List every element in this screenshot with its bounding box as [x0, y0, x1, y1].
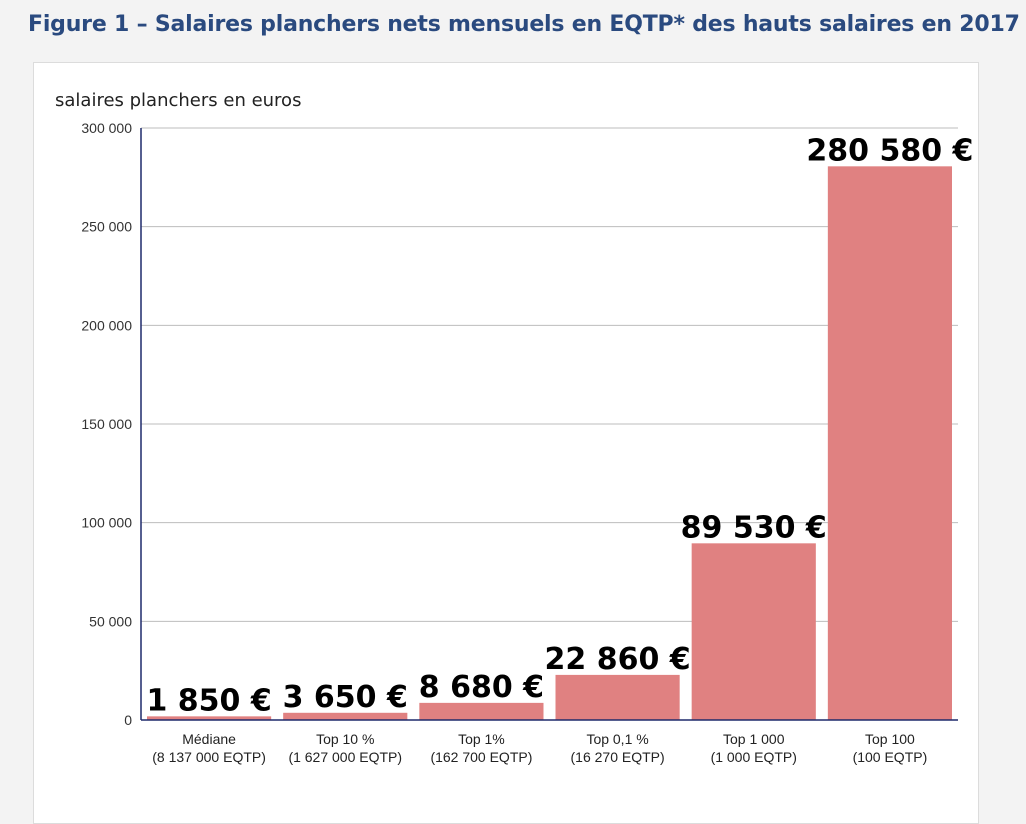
y-tick-label: 250 000: [81, 219, 132, 235]
data-labels: 1 850 € 3 650 € 8 680 €22 860 € 89 530 € 280…: [146, 133, 973, 718]
category-labels: Médiane (8 137 000 EQTP) Top 10 % (1 627 00…: [152, 731, 927, 765]
y-axis-label: salaires planchers en euros: [55, 90, 302, 111]
category-sublabel: (1 627 000 EQTP): [288, 749, 402, 765]
y-tick-label: 100 000: [81, 515, 132, 531]
category-sublabel: (8 137 000 EQTP): [152, 749, 266, 765]
category-label: Top 100: [865, 731, 915, 747]
data-label: 3 650 €: [283, 680, 408, 715]
bar: [419, 702, 544, 720]
category-sublabel: (162 700 EQTP): [430, 749, 532, 765]
axes: [140, 128, 958, 721]
figure-title: Figure 1 – Salaires planchers nets mensu…: [28, 12, 1020, 37]
bar: [283, 712, 408, 720]
bar: [555, 674, 680, 720]
y-tick-labels: 0 50 000 100 000 150 000 200 000 250 000 300 0…: [81, 120, 132, 728]
data-label: 8 680 €: [419, 670, 544, 705]
data-label: 89 530 €: [681, 510, 827, 545]
bar: [147, 716, 272, 720]
category-sublabel: (1 000 EQTP): [711, 749, 797, 765]
bar: [691, 543, 816, 720]
chart-card: [33, 62, 979, 824]
y-tick-label: 300 000: [81, 120, 132, 136]
y-tick-label: 50 000: [89, 613, 132, 629]
data-label: 1 850 €: [146, 683, 271, 718]
category-label: Top 10 %: [316, 731, 374, 747]
category-label: Médiane: [182, 731, 236, 747]
category-label: Top 1 000: [723, 731, 785, 747]
y-tick-label: 150 000: [81, 416, 132, 432]
bars: [147, 166, 952, 720]
y-tick-label: 0: [124, 712, 132, 728]
y-tick-label: 200 000: [81, 317, 132, 333]
gridlines: [141, 127, 958, 622]
data-label: 22 860 €: [545, 642, 691, 677]
category-sublabel: (100 EQTP): [853, 749, 928, 765]
data-label: 280 580 €: [806, 133, 973, 168]
category-label: Top 1%: [458, 731, 505, 747]
category-sublabel: (16 270 EQTP): [571, 749, 665, 765]
bar: [827, 166, 952, 720]
category-label: Top 0,1 %: [586, 731, 648, 747]
